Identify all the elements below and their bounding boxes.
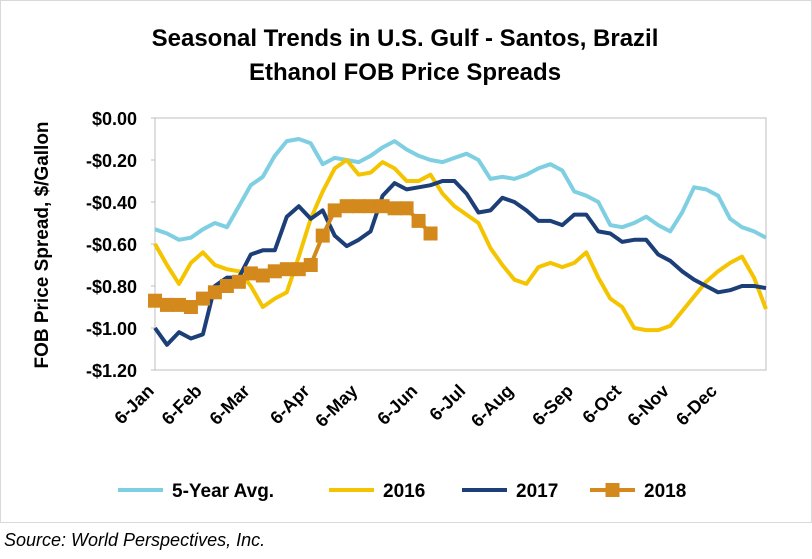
chart-title: Ethanol FOB Price Spreads	[249, 59, 561, 86]
y-tick-label: -$0.20	[86, 151, 137, 171]
series-marker	[351, 199, 366, 214]
series-marker	[327, 203, 342, 218]
series-marker	[195, 291, 210, 306]
legend-marker	[605, 483, 620, 497]
series-marker	[171, 297, 186, 312]
y-axis-label: FOB Price Spread, $/Gallon	[32, 121, 53, 368]
legend-label: 5-Year Avg.	[172, 481, 274, 502]
series-marker	[183, 300, 198, 314]
series-line	[153, 179, 767, 347]
y-tick-label: $0.00	[92, 109, 137, 129]
series-marker	[255, 268, 270, 283]
series-marker	[411, 213, 426, 228]
legend-label: 2016	[383, 481, 425, 502]
series-marker	[231, 274, 246, 289]
legend-label: 2018	[644, 481, 686, 502]
series-marker	[279, 262, 294, 277]
chart-border	[0, 0, 812, 523]
series-marker	[339, 199, 354, 214]
legend-label: 2017	[516, 481, 558, 502]
series-marker	[207, 285, 222, 300]
series-marker	[423, 226, 438, 241]
y-tick-label: -$1.00	[86, 319, 137, 339]
series-marker	[291, 262, 306, 277]
series-line	[154, 137, 767, 242]
series-marker	[219, 279, 234, 293]
series-marker	[315, 228, 330, 243]
y-tick-label: -$0.40	[86, 193, 137, 213]
y-tick-label: -$0.80	[86, 277, 137, 297]
series-line	[153, 158, 768, 333]
series-marker	[159, 297, 174, 312]
y-tick-label: -$0.60	[86, 235, 137, 255]
series-marker	[303, 258, 318, 272]
series-marker	[399, 201, 414, 216]
series-marker	[243, 266, 258, 281]
series-marker	[387, 201, 402, 216]
source-note: Source: World Perspectives, Inc.	[4, 530, 265, 550]
series-marker	[148, 293, 162, 308]
series-marker	[267, 264, 282, 279]
series-marker	[375, 199, 390, 214]
series-marker	[363, 199, 378, 214]
y-tick-label: -$1.20	[86, 361, 137, 381]
chart-title: Seasonal Trends in U.S. Gulf - Santos, B…	[152, 25, 659, 52]
